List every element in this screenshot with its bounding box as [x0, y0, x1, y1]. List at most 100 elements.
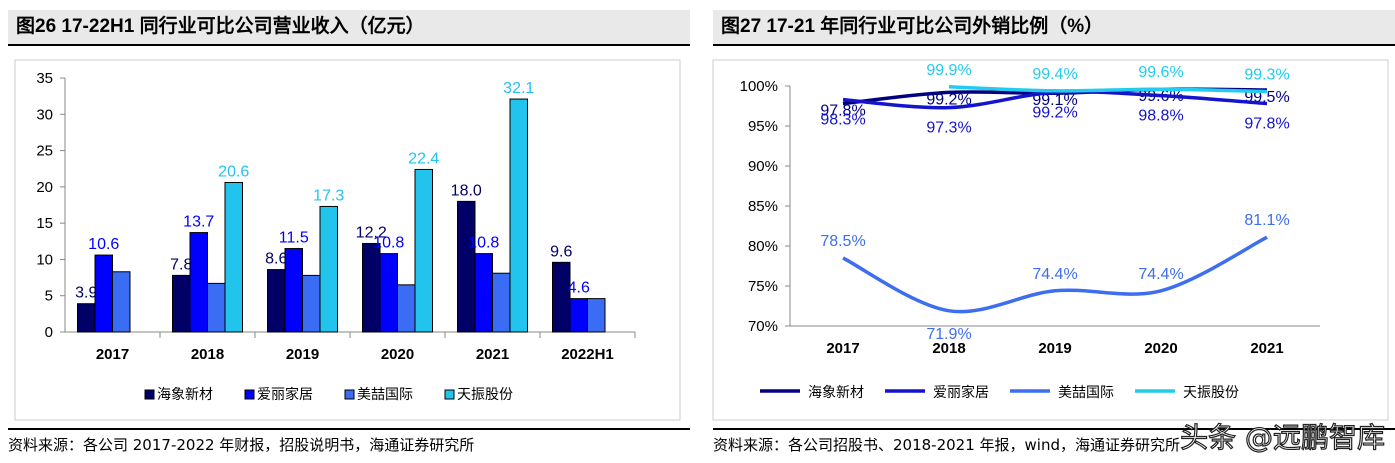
data-label: 99.9%: [926, 62, 971, 79]
data-label: 98.8%: [1138, 108, 1183, 125]
data-label: 99.1%: [1032, 92, 1077, 109]
data-label: 99.3%: [1244, 67, 1289, 84]
data-label: 81.1%: [1244, 212, 1289, 229]
data-label: 8.6: [265, 251, 287, 268]
bar: [492, 272, 511, 333]
chart-border: [14, 59, 681, 421]
x-tick-label: 2018: [191, 346, 224, 363]
chart-border: [712, 59, 1389, 421]
data-label: 78.5%: [820, 233, 865, 250]
x-tick-label: 2021: [476, 346, 509, 363]
data-label: 18.0: [451, 182, 482, 199]
y-tick-label: 75%: [748, 278, 778, 295]
bar: [457, 200, 476, 333]
legend-label: 天振股份: [1183, 385, 1239, 401]
figure-26-panel: 图26 17-22H1 同行业可比公司营业收入（亿元） 0 5 10 15 20 25 30…: [0, 0, 690, 463]
line-chart: 70% 75% 80% 85% 90% 95% 100% 2017 2018 2019 2020 20…: [712, 59, 1389, 421]
data-label: 22.4: [408, 150, 439, 167]
data-label: 97.3%: [926, 120, 971, 137]
figure-27-title: 图27 17-21 年同行业可比公司外销比例（%）: [713, 10, 1395, 46]
bar: [189, 232, 208, 333]
bar: [474, 253, 493, 333]
data-label: 13.7: [183, 214, 214, 231]
watermark: 头条 @远鹏智库: [1179, 420, 1385, 454]
y-tick-label: 30: [36, 106, 53, 123]
y-tick-label: 25: [36, 143, 53, 160]
x-tick-label: 2022H1: [561, 346, 614, 363]
x-tick-label: 2019: [1038, 340, 1071, 357]
y-tick-label: 90%: [748, 158, 778, 175]
bar: [94, 254, 113, 333]
x-tick-label: 2017: [826, 340, 859, 357]
bar: [267, 269, 286, 333]
bar: [587, 298, 606, 333]
figure-27-panel: 图27 17-21 年同行业可比公司外销比例（%） 70% 75% 80% 85% 90…: [705, 0, 1395, 463]
bar: [207, 282, 226, 333]
bar: [509, 98, 528, 333]
y-tick-label: 100%: [740, 78, 778, 95]
bar: [414, 168, 433, 333]
data-label: 17.3: [313, 187, 344, 204]
data-label: 74.4%: [1138, 266, 1183, 283]
legend-label: 美喆国际: [357, 387, 413, 403]
data-label: 97.8%: [1244, 116, 1289, 133]
legend-label: 爱丽家居: [933, 384, 989, 401]
series-line: [842, 235, 1268, 314]
bar: [319, 205, 338, 333]
y-tick-label: 5: [45, 288, 53, 305]
data-label: 10.8: [468, 235, 499, 252]
data-label: 4.6: [568, 280, 590, 297]
legend-label: 爱丽家居: [257, 386, 313, 403]
data-label: 71.9%: [926, 326, 971, 343]
data-label: 3.9: [75, 285, 97, 302]
x-tick-label: 2017: [96, 346, 129, 363]
data-label: 10.8: [373, 235, 404, 252]
data-label: 10.6: [88, 236, 119, 253]
y-tick-label: 35: [36, 70, 53, 87]
bar: [302, 274, 321, 333]
x-tick-label: 2018: [932, 340, 965, 357]
data-label: 11.5: [279, 230, 309, 247]
y-tick-label: 10: [36, 251, 53, 268]
bar: [224, 182, 243, 333]
data-label: 98.3%: [820, 112, 865, 129]
data-label: 9.6: [550, 243, 572, 260]
y-tick-label: 20: [36, 179, 53, 196]
bar: [362, 242, 381, 333]
bar: [112, 271, 131, 333]
data-label: 97.8%: [820, 103, 865, 120]
y-tick-label: 70%: [748, 318, 778, 335]
legend-swatch: [244, 389, 255, 400]
x-tick-label: 2019: [286, 346, 319, 363]
figure-26-title: 图26 17-22H1 同行业可比公司营业收入（亿元）: [8, 10, 690, 46]
legend-swatch: [444, 389, 455, 400]
legend-label: 海象新材: [808, 385, 864, 401]
x-tick-label: 2020: [1144, 340, 1177, 357]
x-tick-label: 2021: [1250, 340, 1283, 357]
bar: [172, 274, 191, 333]
legend-label: 美喆国际: [1058, 385, 1114, 401]
bar: [77, 303, 96, 333]
bar: [569, 298, 588, 333]
x-tick-label: 2020: [381, 346, 414, 363]
y-tick-label: 15: [36, 215, 53, 232]
bar: [397, 284, 416, 333]
legend-swatch: [344, 389, 355, 400]
figure-27-source: 资料来源：各公司招股书、2018-2021 年报，wind，海通证券研究所: [713, 428, 1395, 455]
figure-26-source: 资料来源：各公司 2017-2022 年财报，招股说明书，海通证券研究所: [8, 428, 690, 455]
legend-swatch: [144, 389, 155, 400]
legend-label: 天振股份: [457, 387, 513, 403]
data-label: 99.2%: [1032, 104, 1077, 121]
y-tick-label: 95%: [748, 118, 778, 135]
y-tick-label: 0: [45, 324, 53, 341]
data-label: 99.2%: [926, 91, 971, 108]
data-label: 20.6: [218, 164, 249, 181]
bar: [379, 253, 398, 333]
y-tick-label: 85%: [748, 198, 778, 215]
legend-label: 海象新材: [157, 387, 213, 403]
bar-chart: 0 5 10 15 20 25 30 35 2017 2018 2019 2020 2021 2022H1…: [14, 59, 681, 421]
y-tick-label: 80%: [748, 238, 778, 255]
data-label: 12.2: [356, 224, 387, 241]
data-label: 99.6%: [1138, 64, 1183, 81]
